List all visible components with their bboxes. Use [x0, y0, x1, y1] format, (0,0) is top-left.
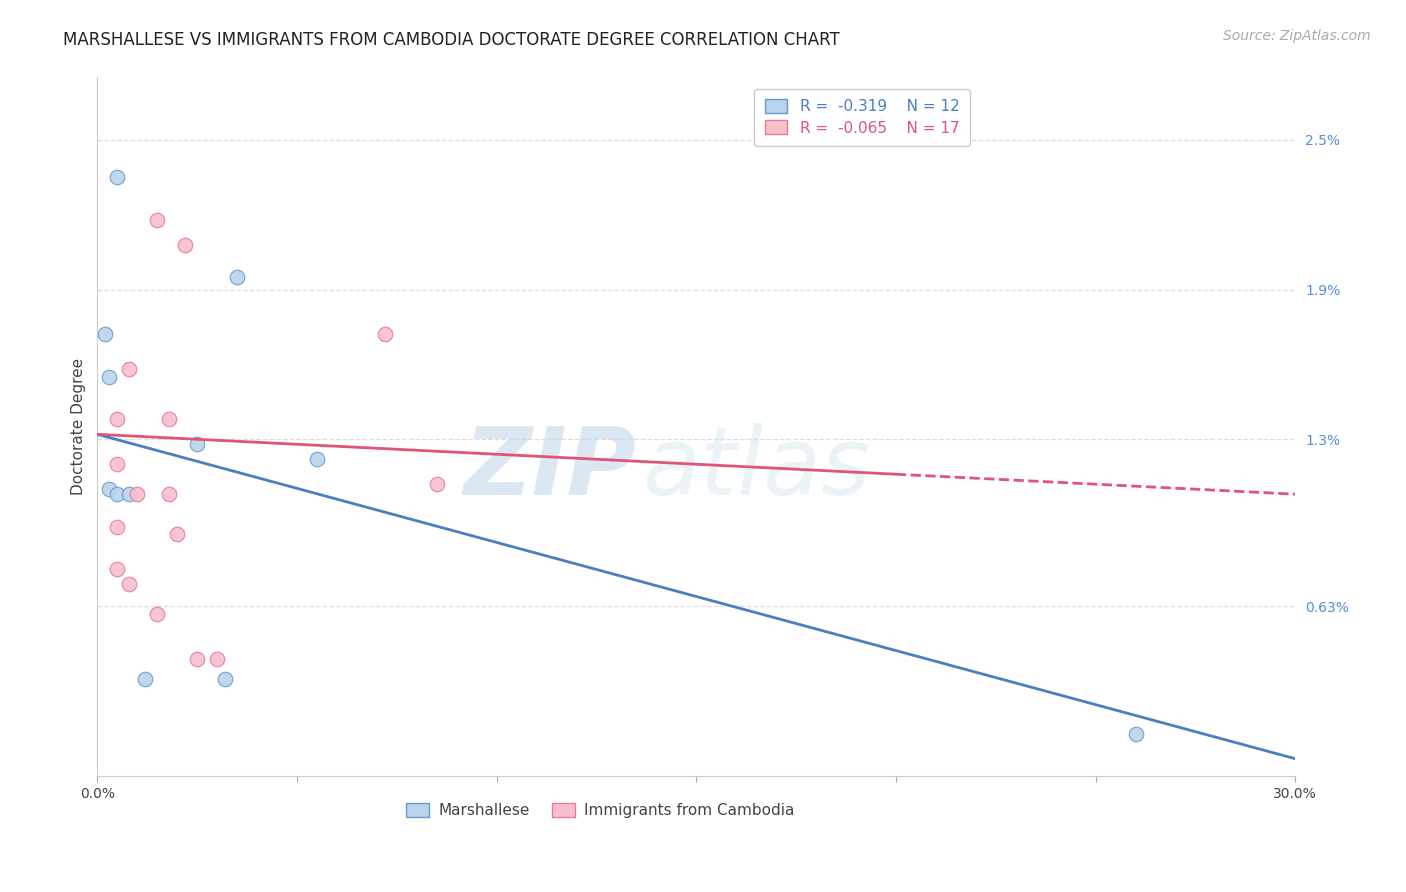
Point	[98, 482, 121, 496]
Point	[186, 437, 208, 451]
Point	[214, 672, 236, 686]
Point	[146, 607, 169, 621]
Point	[134, 672, 156, 686]
Point	[226, 270, 249, 285]
Point	[127, 487, 149, 501]
Point	[157, 487, 180, 501]
Point	[105, 487, 128, 501]
Point	[118, 362, 141, 376]
Point	[305, 452, 328, 467]
Point	[146, 212, 169, 227]
Point	[174, 237, 197, 252]
Point	[157, 412, 180, 426]
Point	[105, 457, 128, 471]
Point	[374, 327, 396, 342]
Legend: Marshallese, Immigrants from Cambodia: Marshallese, Immigrants from Cambodia	[399, 797, 801, 824]
Point	[105, 562, 128, 576]
Point	[118, 577, 141, 591]
Point	[105, 170, 128, 185]
Text: ZIP: ZIP	[464, 423, 637, 515]
Y-axis label: Doctorate Degree: Doctorate Degree	[72, 359, 86, 495]
Point	[1125, 727, 1147, 741]
Point	[94, 327, 117, 342]
Point	[105, 519, 128, 533]
Point	[186, 652, 208, 666]
Point	[166, 527, 188, 541]
Point	[118, 487, 141, 501]
Text: Source: ZipAtlas.com: Source: ZipAtlas.com	[1223, 29, 1371, 43]
Point	[426, 477, 449, 491]
Text: atlas: atlas	[643, 423, 870, 514]
Point	[105, 412, 128, 426]
Text: MARSHALLESE VS IMMIGRANTS FROM CAMBODIA DOCTORATE DEGREE CORRELATION CHART: MARSHALLESE VS IMMIGRANTS FROM CAMBODIA …	[63, 31, 839, 49]
Point	[205, 652, 228, 666]
Point	[98, 370, 121, 384]
